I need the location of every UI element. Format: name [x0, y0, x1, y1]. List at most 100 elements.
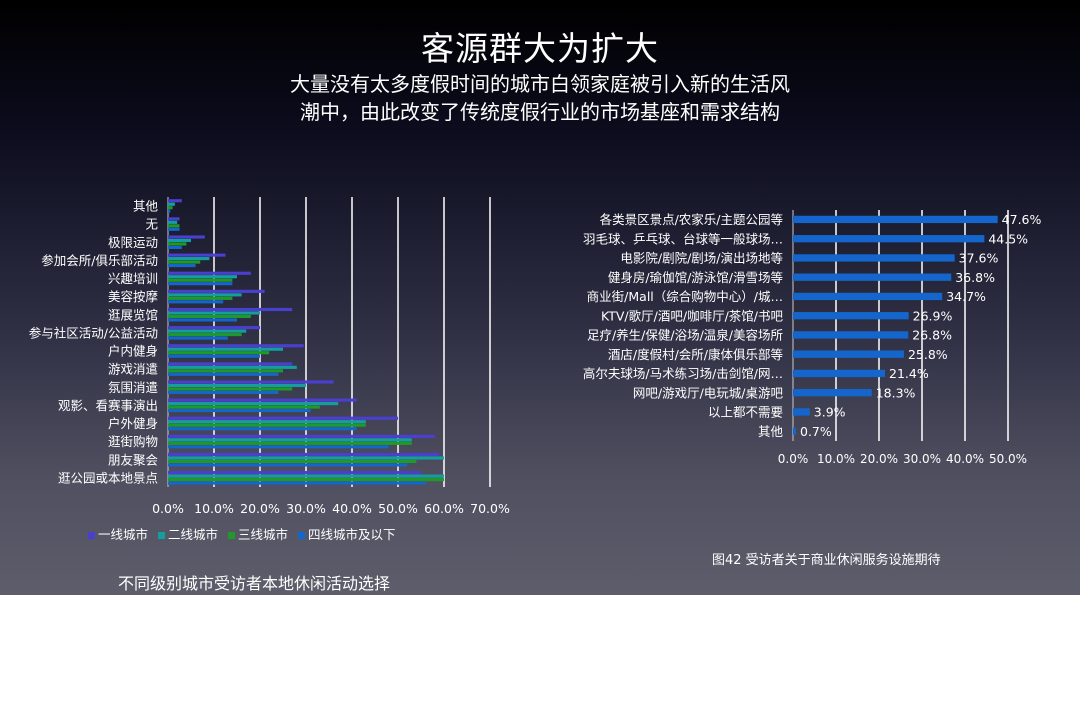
left-bar	[168, 474, 444, 478]
right-data-label: 26.9%	[913, 308, 953, 323]
left-bar	[168, 402, 339, 406]
left-xtick-label: 0.0%	[152, 501, 184, 516]
right-bar	[793, 235, 985, 243]
left-bar	[168, 333, 242, 337]
left-category-label: 观影、看赛事演出	[58, 398, 158, 413]
left-xtick-label: 20.0%	[240, 501, 280, 516]
right-category-label: 以上都不需要	[708, 405, 783, 420]
left-legend-swatch	[228, 532, 235, 539]
left-bar	[168, 209, 171, 213]
left-bar	[168, 383, 306, 388]
left-bar	[168, 289, 265, 293]
left-bar	[168, 459, 417, 464]
right-category-label: 各类景区景点/农家乐/主题公园等	[600, 212, 783, 227]
right-bar	[793, 427, 797, 435]
right-data-label: 21.4%	[889, 366, 929, 381]
right-chart-caption: 图42 受访者关于商业休闲服务设施期待	[712, 553, 941, 568]
left-category-label: 氛围消遣	[108, 380, 158, 395]
left-bar	[168, 420, 366, 424]
left-bar	[168, 471, 421, 475]
right-xtick-label: 30.0%	[903, 452, 941, 466]
left-bar	[168, 220, 178, 224]
right-bar	[793, 273, 952, 281]
left-category-label: 美容按摩	[108, 289, 159, 304]
left-category-label: 参加会所/俱乐部活动	[41, 253, 158, 268]
left-bar	[168, 416, 398, 420]
right-data-label: 3.9%	[814, 405, 846, 420]
left-bar	[168, 238, 191, 243]
left-bar	[168, 206, 173, 210]
left-legend-label: 二线城市	[168, 527, 218, 542]
left-bar	[168, 365, 297, 369]
right-bar	[793, 350, 904, 358]
left-category-label: 极限运动	[108, 235, 158, 250]
left-chart-caption: 不同级别城市受访者本地休闲活动选择	[118, 574, 391, 593]
slide-subtitle-line1: 大量没有太多度假时间的城市白领家庭被引入新的生活风	[290, 72, 790, 96]
left-category-label: 其他	[133, 199, 159, 214]
right-bar	[793, 369, 886, 378]
right-category-label: 酒店/度假村/会所/康体俱乐部等	[608, 347, 783, 362]
slide-background: 客源群大为扩大 大量没有太多度假时间的城市白领家庭被引入新的生活风 潮中，由此改…	[0, 0, 1080, 595]
left-xtick-label: 40.0%	[332, 501, 372, 516]
left-bar	[168, 351, 270, 355]
left-bar	[168, 296, 233, 300]
right-xtick-label: 40.0%	[946, 452, 984, 466]
left-bar	[168, 235, 205, 239]
right-xtick-label: 20.0%	[860, 452, 898, 466]
right-category-label: 高尔夫球场/马术练习场/击剑馆/网…	[583, 366, 783, 381]
right-data-label: 36.8%	[955, 270, 995, 285]
left-bar	[168, 329, 247, 333]
right-bar	[793, 254, 955, 262]
left-xtick-label: 10.0%	[194, 501, 234, 516]
left-category-label: 无	[145, 217, 158, 232]
right-bar	[793, 389, 872, 397]
right-data-label: 0.7%	[800, 424, 832, 439]
left-category-label: 参与社区活动/公益活动	[29, 325, 158, 340]
right-bar	[793, 312, 909, 320]
right-data-label: 44.5%	[988, 231, 1028, 246]
left-bar	[168, 217, 180, 221]
left-category-label: 游戏消遣	[108, 362, 158, 377]
left-bar	[168, 311, 260, 315]
left-bar	[168, 318, 237, 322]
left-bar	[168, 452, 440, 457]
left-xtick-label: 50.0%	[378, 501, 418, 516]
right-data-label: 34.7%	[946, 289, 986, 304]
left-bar	[168, 344, 304, 348]
left-bar	[168, 314, 251, 319]
left-bar	[168, 307, 293, 312]
right-category-label: 羽毛球、乒乓球、台球等一般球场…	[583, 231, 783, 246]
right-chart: 0.0% 10.0% 20.0% 30.0% 40.0% 50.0% 47.6% 各类景区景点…	[583, 210, 1042, 466]
left-xtick-label: 60.0%	[424, 501, 464, 516]
right-category-label: KTV/歌厅/酒吧/咖啡厅/茶馆/书吧	[601, 308, 783, 323]
right-bar	[793, 331, 909, 339]
left-bar	[168, 434, 435, 438]
left-category-label: 逛展览馆	[108, 307, 158, 322]
left-bar	[168, 257, 210, 261]
left-bar	[168, 463, 408, 467]
left-bar	[168, 227, 180, 231]
left-bar	[168, 372, 279, 376]
right-category-label: 足疗/养生/保健/浴场/温泉/美容场所	[587, 328, 783, 343]
left-bar	[168, 271, 251, 275]
left-category-label: 逛街购物	[108, 434, 158, 449]
left-bar	[168, 202, 175, 206]
left-category-label: 户外健身	[108, 416, 158, 431]
right-bar	[793, 408, 810, 416]
right-xtick-label: 50.0%	[989, 452, 1027, 466]
left-xtick-label: 30.0%	[286, 501, 326, 516]
left-chart: 0.0% 10.0% 20.0% 30.0% 40.0% 50.0% 60.0% 70.0% 其…	[29, 197, 510, 542]
left-bar	[168, 278, 233, 282]
left-bar	[168, 242, 187, 246]
left-bar	[168, 369, 283, 373]
left-bar	[168, 456, 444, 460]
right-xtick-label: 10.0%	[817, 452, 855, 466]
left-bar	[168, 362, 293, 366]
left-category-label: 朋友聚会	[108, 452, 159, 467]
slide-title: 客源群大为扩大	[421, 29, 659, 68]
right-data-label: 47.6%	[1002, 212, 1042, 227]
left-bar	[168, 438, 412, 442]
left-bar	[168, 260, 201, 264]
left-legend-label: 一线城市	[98, 527, 148, 542]
right-xtick-label: 0.0%	[778, 452, 809, 466]
